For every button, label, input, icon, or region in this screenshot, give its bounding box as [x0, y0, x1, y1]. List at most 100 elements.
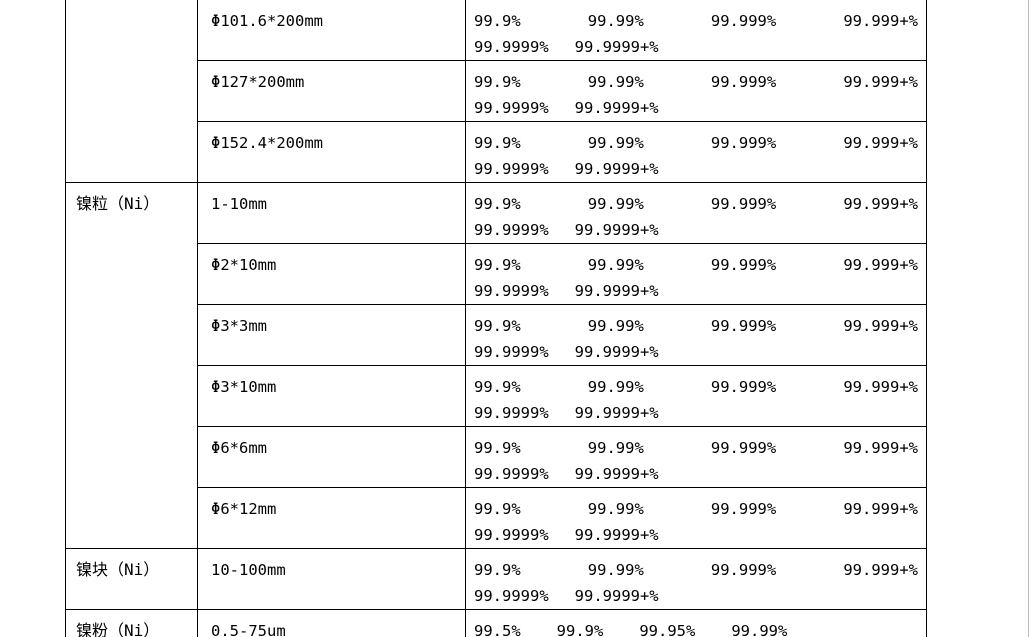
purity-value: 99.999% — [710, 12, 777, 30]
product-spec-table: Φ101.6*200mm 99.9% 99.99% 99.999% 99.999… — [65, 0, 927, 637]
size-cell: Φ6*12mm — [197, 487, 466, 549]
page-edge-line — [1028, 0, 1029, 637]
purity-value: 99.999% — [710, 195, 777, 213]
purity-value: 99.9% — [474, 317, 521, 335]
purity-value: 99.9999% — [474, 221, 549, 239]
purity-value: 99.5% — [474, 622, 521, 637]
purity-cell: 99.9% 99.99% 99.999% 99.999+% 99.9999% 9… — [465, 487, 927, 549]
purity-cell: 99.9% 99.99% 99.999% 99.999+% 99.9999% 9… — [465, 0, 927, 61]
size-cell: Φ127*200mm — [197, 60, 466, 122]
purity-value: 99.9% — [474, 195, 521, 213]
size-cell: 0.5-75um — [197, 609, 466, 637]
purity-value: 99.99% — [587, 561, 644, 579]
purity-value: 99.999+% — [843, 378, 918, 396]
purity-value: 99.9% — [474, 561, 521, 579]
purity-value: 99.999% — [710, 561, 777, 579]
purity-value: 99.9999+% — [574, 221, 659, 239]
category-cell-powder: 镍粉（Ni） — [65, 609, 198, 637]
purity-line-powder: 99.5% 99.9% 99.95% 99.99% — [474, 618, 918, 637]
purity-value: 99.9999+% — [574, 38, 659, 56]
size-cell: 1-10mm — [197, 182, 466, 244]
purity-value: 99.999% — [710, 378, 777, 396]
table-row: Φ101.6*200mm 99.9% 99.99% 99.999% 99.999… — [65, 0, 927, 183]
purity-value: 99.99% — [587, 195, 644, 213]
purity-value: 99.99% — [587, 317, 644, 335]
purity-value: 99.999+% — [843, 256, 918, 274]
purity-value: 99.9% — [474, 256, 521, 274]
purity-line-2: 99.9999% 99.9999+% — [474, 583, 918, 609]
purity-value: 99.999% — [710, 73, 777, 91]
purity-value: 99.999+% — [843, 73, 918, 91]
purity-value: 99.9999% — [474, 465, 549, 483]
purity-value: 99.9% — [556, 622, 604, 637]
purity-value: 99.999+% — [843, 317, 918, 335]
purity-line-1: 99.9% 99.99% 99.999% 99.999+% — [474, 8, 918, 34]
purity-value: 99.9999+% — [574, 282, 659, 300]
purity-value: 99.999+% — [843, 439, 918, 457]
purity-line-2: 99.9999% 99.9999+% — [474, 217, 918, 243]
purity-value: 99.9999% — [474, 343, 549, 361]
purity-value: 99.9% — [474, 73, 521, 91]
purity-line-2: 99.9999% 99.9999+% — [474, 34, 918, 60]
purity-value: 99.99% — [587, 378, 644, 396]
purity-cell: 99.9% 99.99% 99.999% 99.999+% 99.9999% 9… — [465, 182, 927, 244]
purity-line-1: 99.9% 99.99% 99.999% 99.999+% — [474, 191, 918, 217]
purity-value: 99.99% — [587, 256, 644, 274]
purity-cell: 99.9% 99.99% 99.999% 99.999+% 99.9999% 9… — [465, 304, 927, 366]
purity-cell: 99.9% 99.99% 99.999% 99.999+% 99.9999% 9… — [465, 243, 927, 305]
table-row: Φ6*12mm 99.9% 99.99% 99.999% 99.999+% 99… — [66, 487, 927, 549]
purity-value: 99.9% — [474, 500, 521, 518]
size-cell: Φ101.6*200mm — [197, 0, 466, 61]
purity-value: 99.99% — [587, 500, 644, 518]
purity-cell: 99.9% 99.99% 99.999% 99.999+% 99.9999% 9… — [465, 426, 927, 488]
size-cell: Φ3*10mm — [197, 365, 466, 427]
size-cell: Φ3*3mm — [197, 304, 466, 366]
purity-value: 99.999+% — [843, 561, 918, 579]
purity-value: 99.99% — [587, 73, 644, 91]
purity-value: 99.99% — [587, 439, 644, 457]
purity-value: 99.9% — [474, 134, 521, 152]
purity-line-1: 99.9% 99.99% 99.999% 99.999+% — [474, 69, 918, 95]
purity-value: 99.99% — [587, 134, 644, 152]
purity-line-1: 99.9% 99.99% 99.999% 99.999+% — [474, 252, 918, 278]
purity-value: 99.9% — [474, 378, 521, 396]
purity-value: 99.9999+% — [574, 404, 659, 422]
purity-value: 99.999+% — [843, 195, 918, 213]
purity-value: 99.999+% — [843, 134, 918, 152]
size-cell: Φ6*6mm — [197, 426, 466, 488]
purity-line-1: 99.9% 99.99% 99.999% 99.999+% — [474, 313, 918, 339]
purity-cell: 99.9% 99.99% 99.999% 99.999+% 99.9999% 9… — [465, 60, 927, 122]
purity-value: 99.9999+% — [574, 526, 659, 544]
purity-line-1: 99.9% 99.99% 99.999% 99.999+% — [474, 496, 918, 522]
table-row: Φ3*10mm 99.9% 99.99% 99.999% 99.999+% 99… — [66, 365, 927, 427]
purity-line-2: 99.9999% 99.9999+% — [474, 400, 918, 426]
category-cell-lumps: 镍块（Ni） — [65, 548, 198, 610]
purity-value: 99.9999% — [474, 587, 549, 605]
purity-value: 99.9999% — [474, 526, 549, 544]
table-row: 镍块（Ni） 10-100mm 99.9% 99.99% 99.999% 99.… — [65, 548, 927, 610]
table-row: Φ3*3mm 99.9% 99.99% 99.999% 99.999+% 99.… — [66, 304, 927, 366]
purity-value: 99.999+% — [843, 500, 918, 518]
table-row: Φ152.4*200mm 99.9% 99.99% 99.999% 99.999… — [66, 121, 927, 183]
table-row: 镍粉（Ni） 0.5-75um 99.5% 99.9% 99.95% 99.99… — [65, 609, 927, 637]
purity-value: 99.999% — [710, 317, 777, 335]
purity-value: 99.95% — [639, 622, 696, 637]
purity-cell: 99.9% 99.99% 99.999% 99.999+% 99.9999% 9… — [465, 548, 927, 610]
purity-line-1: 99.9% 99.99% 99.999% 99.999+% — [474, 435, 918, 461]
purity-value: 99.999% — [710, 500, 777, 518]
purity-line-1: 99.9% 99.99% 99.999% 99.999+% — [474, 557, 918, 583]
table-row: Φ127*200mm 99.9% 99.99% 99.999% 99.999+%… — [66, 60, 927, 122]
table-row: Φ6*6mm 99.9% 99.99% 99.999% 99.999+% 99.… — [66, 426, 927, 488]
purity-value: 99.9999% — [474, 160, 549, 178]
size-cell: Φ152.4*200mm — [197, 121, 466, 183]
purity-line-2: 99.9999% 99.9999+% — [474, 461, 918, 487]
purity-value: 99.999% — [710, 256, 777, 274]
purity-value: 99.9% — [474, 12, 521, 30]
purity-value: 99.9999+% — [574, 99, 659, 117]
purity-value: 99.999+% — [843, 12, 918, 30]
table-row: Φ2*10mm 99.9% 99.99% 99.999% 99.999+% 99… — [66, 243, 927, 305]
purity-value: 99.9999+% — [574, 587, 659, 605]
purity-value: 99.9999+% — [574, 160, 659, 178]
purity-line-2: 99.9999% 99.9999+% — [474, 278, 918, 304]
